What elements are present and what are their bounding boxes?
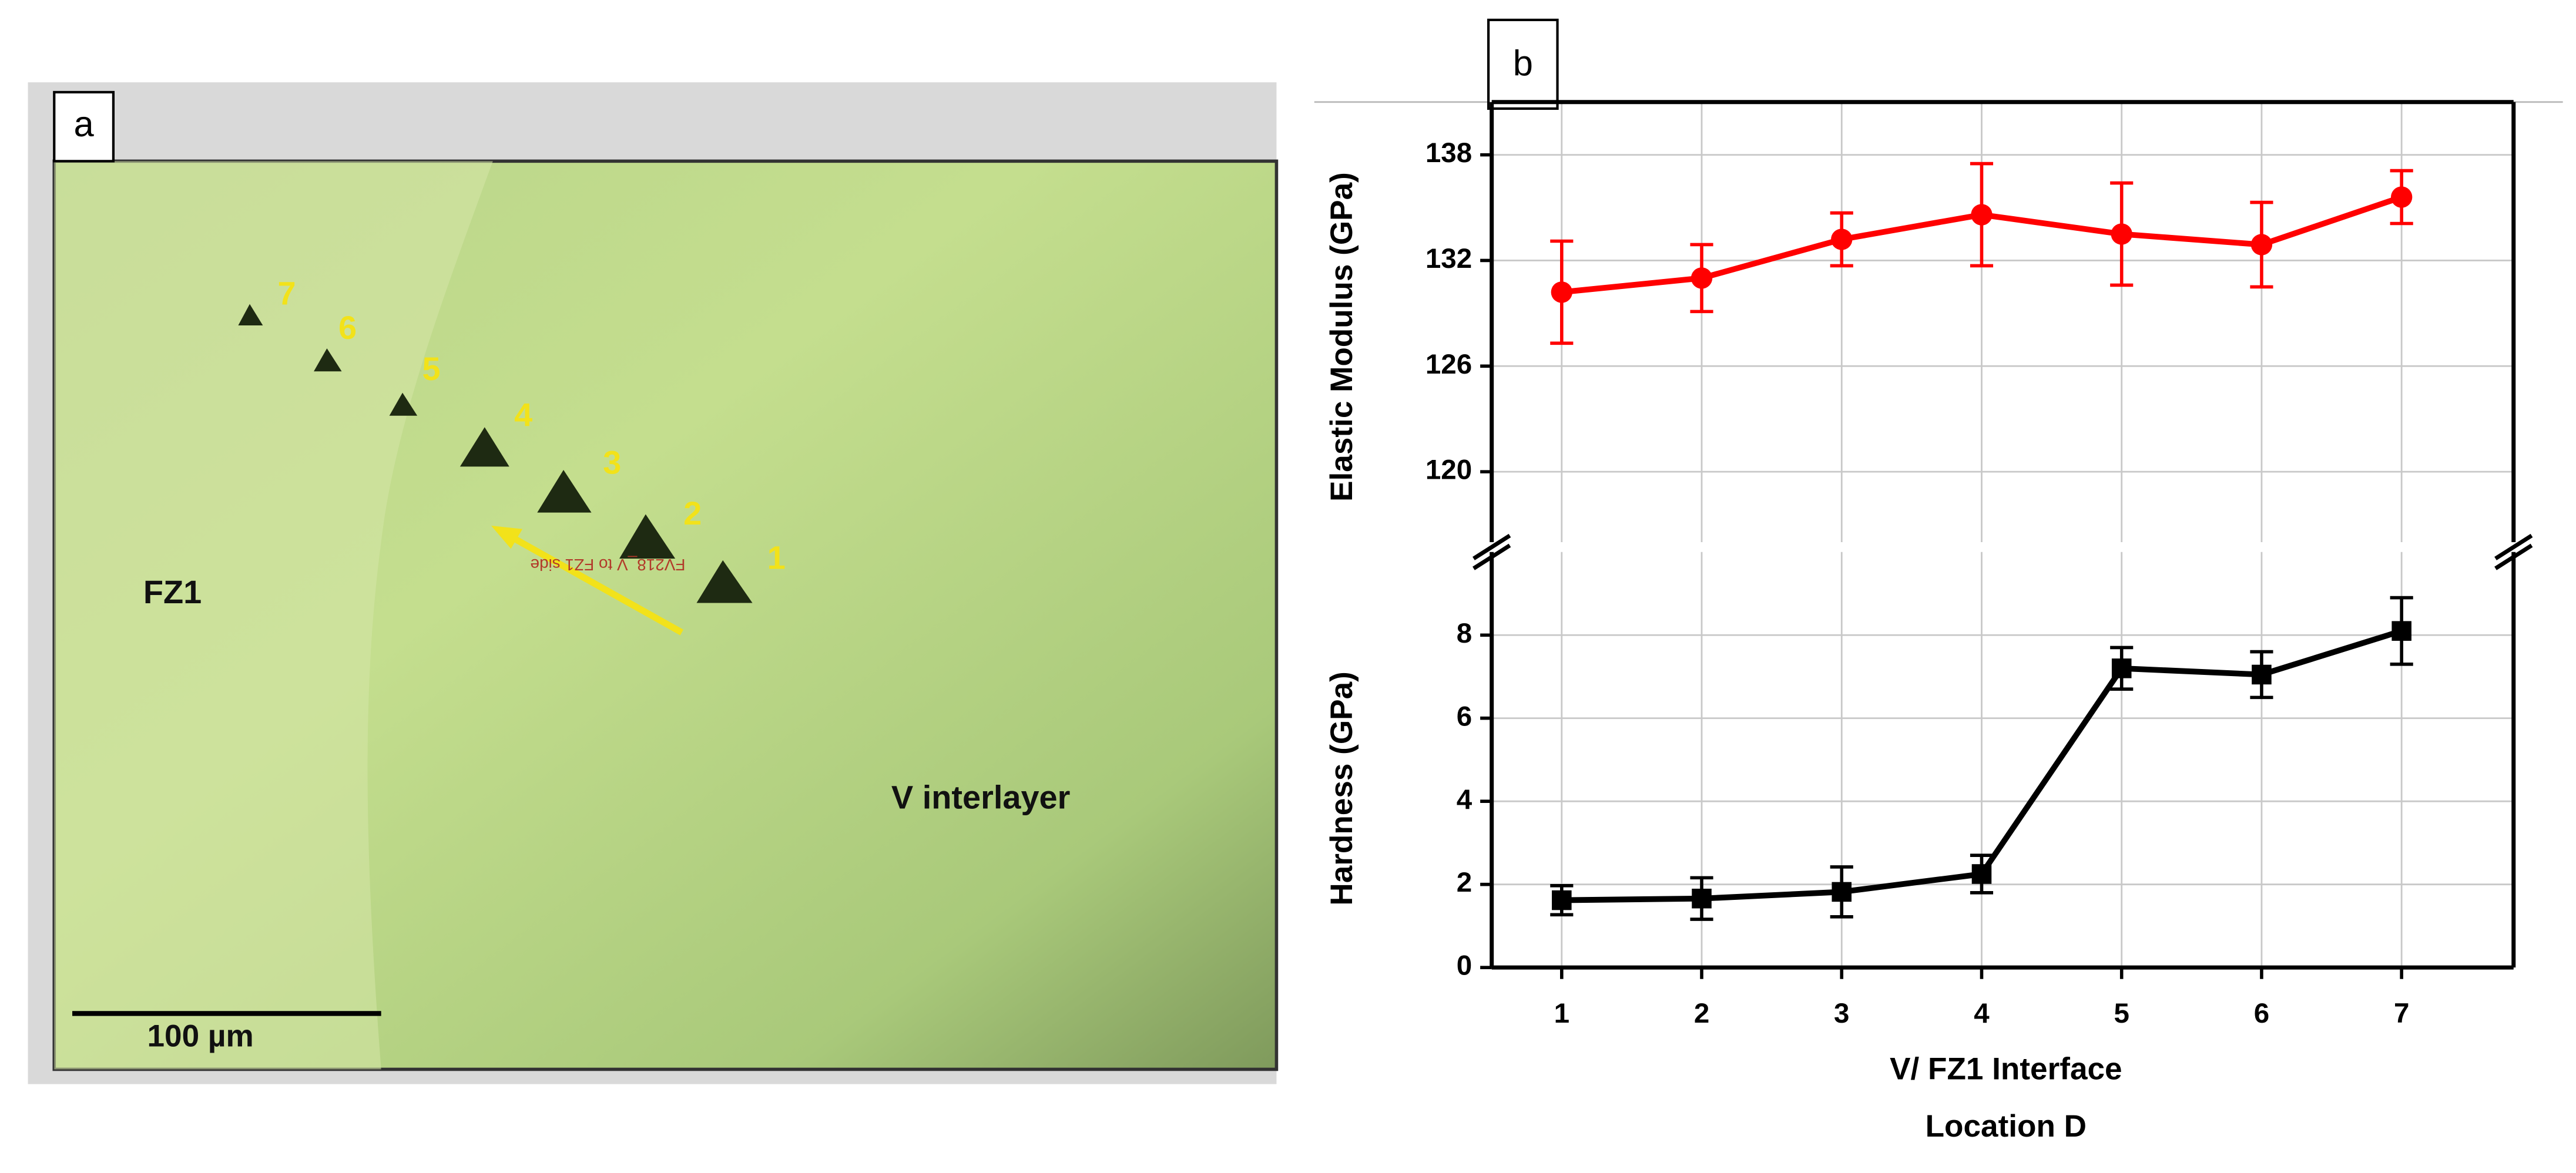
y-tick-label: 120 xyxy=(1425,455,1472,486)
indent-label: 4 xyxy=(514,396,532,433)
marker xyxy=(2390,186,2413,208)
region-label: FZ1 xyxy=(143,573,202,610)
indent xyxy=(537,469,592,513)
y-tick-label: 8 xyxy=(1457,618,1472,649)
x-tick-label: 4 xyxy=(1974,998,1990,1029)
x-axis-label: V/ FZ1 Interface xyxy=(1890,1051,2122,1086)
y-tick-label: 132 xyxy=(1425,243,1472,274)
y-tick-label: 138 xyxy=(1425,137,1472,169)
y-tick-label: 6 xyxy=(1457,701,1472,732)
indent-labels: 1 2 3 4 5 6 7 xyxy=(278,274,786,576)
indent-label: 7 xyxy=(278,274,296,311)
indents xyxy=(238,304,753,603)
marker xyxy=(2250,234,2273,256)
x-axis-label: Location D xyxy=(1926,1109,2087,1144)
indent-label: 2 xyxy=(683,495,702,532)
break-mark xyxy=(1473,533,1511,560)
panel-label-box xyxy=(53,90,115,163)
region-label: V interlayer xyxy=(891,779,1071,816)
x-tick-label: 3 xyxy=(1834,998,1849,1029)
fz1-region xyxy=(54,161,493,1070)
indent xyxy=(459,427,509,467)
marker xyxy=(1552,890,1572,910)
indent-label: 6 xyxy=(338,309,357,346)
x-tick-label: 7 xyxy=(2394,998,2409,1029)
arrow-head xyxy=(491,526,523,549)
marker xyxy=(2111,223,2132,245)
indent xyxy=(619,514,676,559)
marker xyxy=(1692,888,1712,909)
marker xyxy=(1690,267,1713,289)
indent-label: 3 xyxy=(603,443,621,480)
indent xyxy=(389,392,418,416)
panel-label: a xyxy=(73,104,94,144)
indent xyxy=(696,560,753,603)
marker xyxy=(1551,281,1572,303)
indent xyxy=(314,348,342,372)
marker xyxy=(2252,664,2272,685)
indent-label: 5 xyxy=(422,350,441,387)
x-tick-label: 1 xyxy=(1554,998,1569,1029)
y-axis-label: Hardness (GPa) xyxy=(1324,671,1359,905)
y-tick-label: 126 xyxy=(1425,349,1472,380)
x-tick-label: 6 xyxy=(2254,998,2269,1029)
marker xyxy=(1971,204,1993,226)
y-axis-label: Elastic Modulus (GPa) xyxy=(1324,172,1359,502)
arrow xyxy=(504,531,684,636)
x-tick-label: 5 xyxy=(2114,998,2129,1029)
indent-label: 1 xyxy=(767,539,786,576)
axis-break xyxy=(1473,533,2533,570)
panel-label: b xyxy=(1513,43,1533,83)
y-tick-label: 2 xyxy=(1457,867,1472,898)
marker xyxy=(1831,228,1853,250)
y-tick-label: 0 xyxy=(1457,950,1472,982)
break-mark xyxy=(2494,533,2533,560)
panel-label-box xyxy=(1487,18,1559,110)
x-tick-label: 2 xyxy=(1694,998,1709,1029)
marker xyxy=(2111,658,2132,678)
marker xyxy=(1971,864,1992,884)
y-tick-label: 4 xyxy=(1457,784,1473,815)
indent xyxy=(238,304,263,325)
marker xyxy=(1832,882,1852,902)
marker xyxy=(2391,621,2411,641)
stage-text: FV218_V to FZ1 side xyxy=(530,556,685,574)
scale-bar-label: 100 µm xyxy=(147,1019,254,1053)
